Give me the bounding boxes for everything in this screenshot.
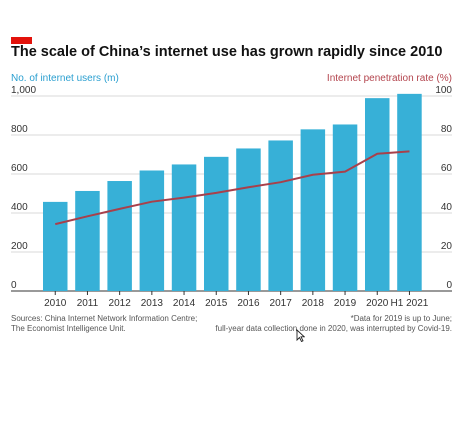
tick-labels: 0 0 200 20 400 40 600 60 800 80 1,000 100 2010 2011 20… bbox=[11, 85, 452, 309]
bar bbox=[365, 98, 390, 292]
bar bbox=[268, 140, 293, 291]
bar bbox=[204, 156, 229, 291]
bar bbox=[43, 201, 68, 291]
bar bbox=[107, 181, 132, 291]
x-tick-label: 2017 bbox=[270, 298, 293, 309]
x-tick-label: 2014 bbox=[173, 298, 196, 309]
left-tick-label: 600 bbox=[11, 163, 28, 174]
bar bbox=[236, 148, 261, 291]
bar bbox=[75, 190, 100, 291]
left-tick-label: 0 bbox=[11, 280, 17, 291]
x-tick-label: 2018 bbox=[302, 298, 325, 309]
right-tick-label: 80 bbox=[441, 124, 453, 135]
right-tick-label: 100 bbox=[435, 85, 452, 96]
x-tick-label: 2016 bbox=[237, 298, 260, 309]
x-tick-label: H1 2021 bbox=[391, 298, 429, 309]
penetration-line bbox=[55, 150, 410, 226]
footnote: *Data for 2019 is up to June; full-year … bbox=[215, 314, 452, 334]
footnote-line-1: *Data for 2019 is up to June; bbox=[350, 314, 452, 323]
bar bbox=[397, 93, 422, 291]
source-note: Sources: China Internet Network Informat… bbox=[11, 314, 197, 334]
x-tick-label: 2015 bbox=[205, 298, 228, 309]
right-axis-label: Internet penetration rate (%) bbox=[326, 73, 452, 84]
brand-accent-bar bbox=[11, 37, 32, 44]
bar bbox=[139, 170, 165, 291]
x-tick-label: 2020 bbox=[366, 298, 389, 309]
footnote-line-2: full-year data collection done in 2020, … bbox=[215, 324, 452, 333]
left-axis-label: No. of internet users (m) bbox=[11, 73, 119, 84]
right-tick-label: 0 bbox=[446, 280, 452, 291]
x-tick-label: 2012 bbox=[109, 298, 132, 309]
x-tick-label: 2011 bbox=[77, 298, 99, 309]
bar bbox=[300, 129, 326, 291]
right-tick-label: 40 bbox=[441, 202, 453, 213]
bar bbox=[171, 164, 197, 291]
source-line-1: Sources: China Internet Network Informat… bbox=[11, 314, 198, 323]
bar-series bbox=[43, 93, 422, 292]
source-line-2: The Economist Intelligence Unit. bbox=[11, 324, 126, 333]
bar bbox=[332, 124, 358, 291]
x-tick-label: 2013 bbox=[141, 298, 164, 309]
x-tick-label: 2019 bbox=[334, 298, 357, 309]
line-series bbox=[55, 150, 410, 226]
right-tick-label: 60 bbox=[441, 163, 453, 174]
x-tick-label: 2010 bbox=[44, 298, 67, 309]
left-tick-label: 800 bbox=[11, 124, 28, 135]
mouse-cursor-icon bbox=[296, 329, 305, 342]
left-tick-label: 400 bbox=[11, 202, 28, 213]
left-tick-label: 1,000 bbox=[11, 85, 36, 96]
chart-title: The scale of China’s internet use has gr… bbox=[11, 44, 443, 60]
left-tick-label: 200 bbox=[11, 241, 28, 252]
right-tick-label: 20 bbox=[441, 241, 453, 252]
